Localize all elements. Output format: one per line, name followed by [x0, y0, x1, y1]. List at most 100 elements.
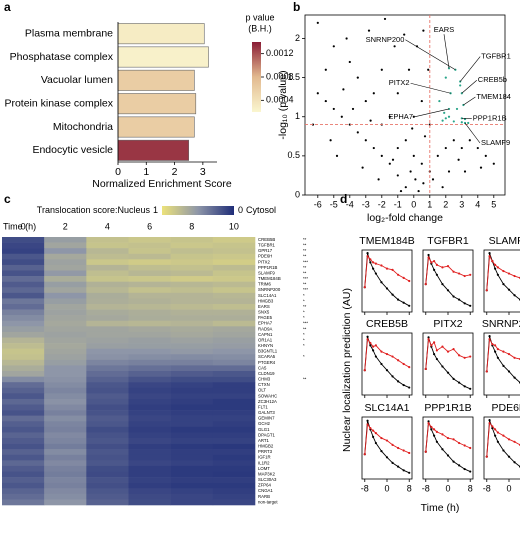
heatmap-cell [128, 281, 171, 288]
point [414, 178, 417, 181]
point [430, 428, 433, 431]
point [420, 162, 423, 165]
point [513, 294, 516, 297]
annotation: PITX2 [389, 78, 410, 87]
heatmap-cell [128, 387, 171, 394]
heatmap-cell [2, 393, 45, 400]
heatmap-cell [2, 264, 45, 271]
heatmap-cell [170, 421, 214, 428]
heatmap-cell [170, 443, 214, 450]
heatmap-cell [170, 270, 214, 277]
heatmap-cell [86, 398, 129, 405]
heatmap-cell [2, 482, 45, 489]
point [366, 252, 369, 255]
panel-label: c [4, 192, 11, 206]
heatmap-cell [212, 292, 256, 299]
colorbar [252, 42, 261, 112]
row-label: non-target [258, 499, 278, 504]
point [452, 295, 455, 298]
point [380, 362, 383, 366]
heatmap-cell [128, 326, 171, 333]
row-stars: ** [303, 377, 307, 382]
x-tick-label: 4 [105, 221, 110, 231]
point [404, 139, 407, 142]
row-stars: * [303, 337, 305, 342]
heatmap-cell [212, 460, 256, 467]
point [374, 344, 377, 347]
heatmap-cell [128, 248, 171, 255]
heatmap-cell [44, 292, 87, 299]
point [507, 352, 511, 356]
heatmap-cell [128, 348, 171, 355]
heatmap-cell [170, 393, 214, 400]
heatmap-cell [2, 376, 45, 383]
heatmap-cell [2, 488, 45, 495]
y-axis-label: Nuclear localization prediction (AU) [341, 288, 353, 452]
heatmap-cell [128, 270, 171, 277]
heatmap-cell [2, 270, 45, 277]
heatmap-cell [86, 320, 129, 327]
point [380, 450, 383, 453]
row-label: ZC3H12A [258, 399, 277, 404]
x-axis-label: Time (h) [3, 221, 36, 231]
point [468, 139, 471, 142]
point [391, 461, 394, 464]
row-label: SNX5 [258, 310, 270, 315]
heatmap-cell [86, 488, 129, 495]
category-label: Protein kinase complex [4, 97, 113, 109]
heatmap-cell [128, 376, 171, 383]
heatmap-cell [128, 382, 171, 389]
colorbar-label: (B.H.) [248, 23, 272, 33]
heatmap-cell [170, 348, 214, 355]
point [502, 364, 505, 367]
point [427, 336, 430, 339]
heatmap-cell [170, 343, 214, 349]
heatmap-cell [86, 270, 129, 277]
point [469, 355, 472, 358]
row-label: KHNYN [258, 343, 273, 348]
annotation: CREB5b [478, 75, 507, 84]
line [364, 423, 410, 455]
point [402, 383, 405, 387]
heatmap-cell [2, 326, 45, 333]
subplot-title: SLAMF9 [489, 235, 520, 247]
heatmap-cell [2, 287, 45, 294]
category-label: Vacuolar lumen [41, 74, 113, 86]
point [433, 268, 436, 271]
point [446, 454, 450, 457]
point [433, 260, 436, 263]
heatmap-cell [2, 309, 45, 316]
point [363, 369, 366, 372]
row-label: CLDN19 [258, 371, 275, 376]
row-stars: * [303, 298, 305, 303]
row-label: SOWAHC [258, 393, 277, 398]
heatmap-cell [86, 309, 129, 316]
point [444, 117, 447, 120]
heatmap-cell [212, 477, 256, 483]
point [422, 29, 425, 32]
heatmap-cell [128, 499, 171, 506]
heatmap-cell [128, 443, 171, 450]
row-stars: * [303, 293, 305, 298]
row-stars: *** [303, 287, 308, 292]
heatmap-cell [86, 382, 129, 389]
point [507, 438, 511, 441]
heatmap-cell [86, 237, 129, 243]
heatmap-cell [44, 493, 87, 500]
row-label: RARB [258, 494, 270, 499]
point [366, 419, 369, 422]
x-tick-label: 0 [384, 483, 389, 493]
x-tick-label: 5 [491, 199, 496, 209]
point [399, 189, 403, 193]
point [476, 146, 479, 150]
point [391, 355, 394, 358]
row-label: PDE6H [258, 254, 272, 259]
heatmap-cell [212, 304, 256, 310]
point [385, 439, 389, 442]
heatmap-cell [2, 276, 45, 282]
heatmap-cell [86, 482, 129, 489]
point [369, 258, 372, 261]
point [502, 350, 505, 353]
heatmap-cell [170, 398, 214, 405]
bar [117, 93, 197, 115]
